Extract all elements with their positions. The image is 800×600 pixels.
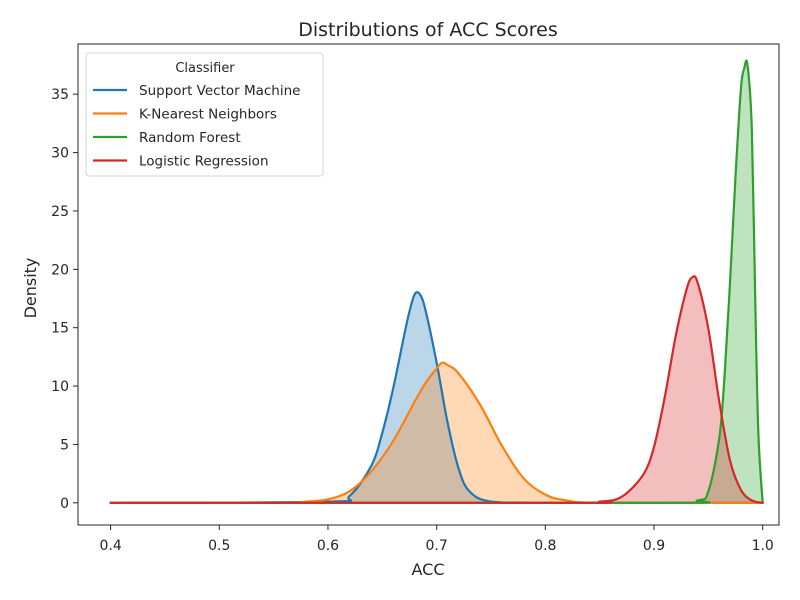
legend: Classifier Support Vector Machine K-Neare…	[85, 52, 324, 177]
x-tick-label: 0.4	[99, 538, 121, 554]
series-layer	[109, 59, 764, 504]
plot-frame	[77, 43, 780, 526]
y-axis-label: Density	[21, 258, 40, 319]
density-line-random-forest	[109, 59, 764, 504]
x-tick-label: 1.0	[752, 538, 774, 554]
y-tick-label: 25	[51, 204, 69, 220]
x-tick-label: 0.6	[317, 538, 339, 554]
x-tick-label: 0.5	[208, 538, 230, 554]
legend-entries: Support Vector Machine K-Nearest Neighbor…	[93, 83, 300, 170]
legend-label-random-forest: Random Forest	[139, 130, 241, 146]
y-tick-label: 15	[51, 321, 69, 337]
legend-label-logistic-regression: Logistic Regression	[139, 154, 269, 170]
y-tick-label: 35	[51, 87, 69, 103]
x-tick-label: 0.7	[426, 538, 448, 554]
y-tick-label: 5	[60, 437, 69, 453]
density-area-support-vector-machine	[110, 292, 763, 503]
chart-title: Distributions of ACC Scores	[298, 19, 558, 41]
x-axis-label: ACC	[411, 560, 444, 579]
density-line-logistic-regression	[109, 275, 764, 504]
y-tick-label: 10	[51, 379, 69, 395]
legend-box	[85, 52, 324, 177]
legend-label-k-nearest-neighbors: K-Nearest Neighbors	[139, 107, 277, 123]
legend-title: Classifier	[175, 61, 235, 76]
density-line-support-vector-machine	[109, 291, 764, 504]
y-tick-label: 20	[51, 262, 69, 278]
x-tick-label: 0.8	[534, 538, 556, 554]
x-axis: 0.4 0.5 0.6 0.7 0.8 0.9 1.0	[99, 525, 774, 554]
y-axis: 0 5 10 15 20 25 30 35	[51, 87, 78, 512]
density-area-logistic-regression	[110, 276, 763, 503]
y-tick-label: 0	[60, 496, 69, 512]
density-area-k-nearest-neighbors	[110, 362, 763, 503]
legend-label-support-vector-machine: Support Vector Machine	[139, 83, 300, 99]
density-line-k-nearest-neighbors	[109, 361, 764, 504]
y-tick-label: 30	[51, 146, 69, 162]
x-tick-label: 0.9	[643, 538, 665, 554]
